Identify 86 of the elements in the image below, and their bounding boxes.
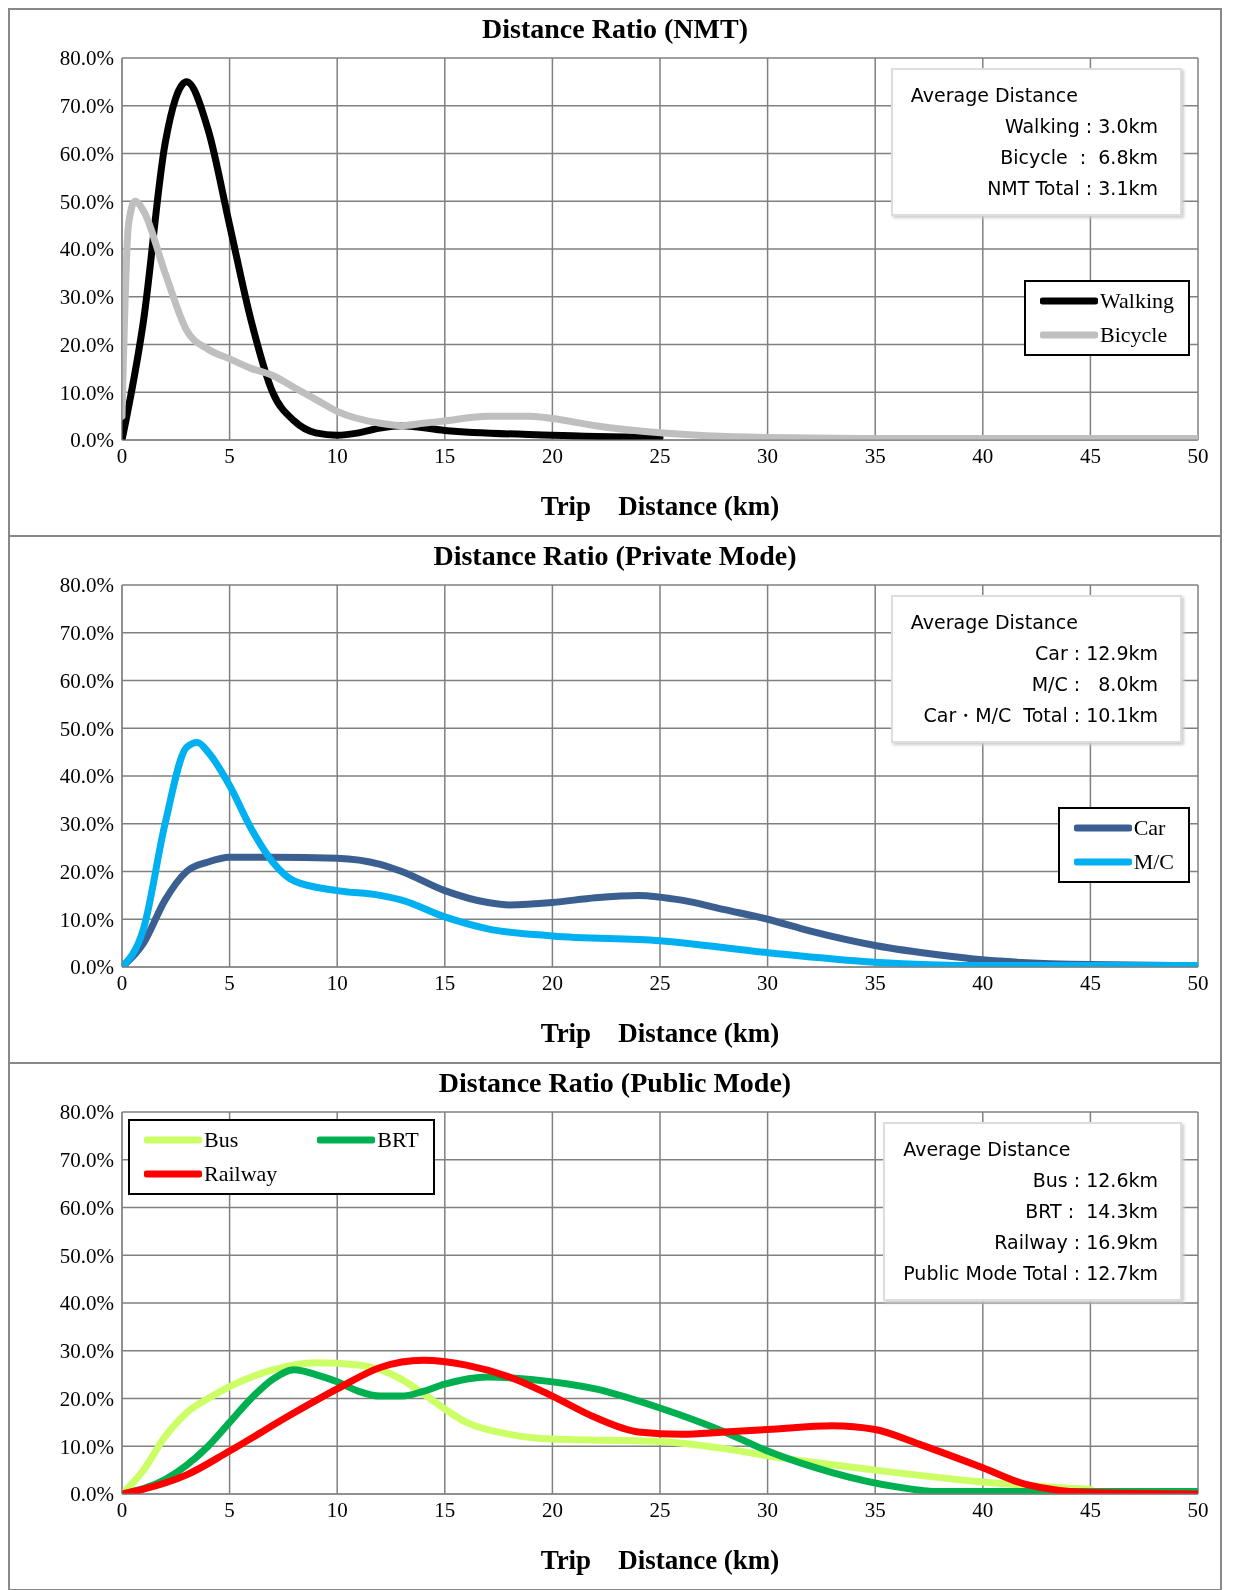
x-tick-label: 5 <box>224 443 235 468</box>
legend-label: Bus <box>204 1127 239 1153</box>
y-tick-label: 40.0% <box>59 1291 114 1316</box>
x-tick-label: 40 <box>972 970 994 995</box>
x-tick-label: 50 <box>1187 443 1209 468</box>
y-tick-label: 10.0% <box>59 380 114 405</box>
legend-label: Railway <box>204 1161 278 1187</box>
annotation: Bus : 12.6km <box>1031 1168 1159 1193</box>
legend-label: Walking <box>1100 288 1174 314</box>
y-tick-label: 50.0% <box>59 1243 114 1268</box>
y-tick-label: 80.0% <box>59 1100 114 1125</box>
y-tick-label: 60.0% <box>59 668 114 693</box>
y-tick-label: 40.0% <box>59 237 114 262</box>
x-tick-label: 0 <box>116 443 128 468</box>
y-tick-label: 10.0% <box>59 907 114 932</box>
x-tick-label: 35 <box>864 1497 886 1522</box>
y-tick-label: 70.0% <box>59 94 114 119</box>
x-tick-label: 50 <box>1187 970 1209 995</box>
x-tick-label: 15 <box>434 970 456 995</box>
x-tick-label: 30 <box>757 443 779 468</box>
x-tick-label: 0 <box>116 1497 128 1522</box>
x-tick-label: 20 <box>541 443 563 468</box>
x-tick-label: 40 <box>972 443 994 468</box>
legend-label: Car <box>1133 815 1166 841</box>
x-tick-label: 20 <box>541 970 563 995</box>
y-tick-label: 30.0% <box>59 285 114 310</box>
y-tick-label: 0.0% <box>70 955 114 980</box>
x-tick-label: 25 <box>649 1497 671 1522</box>
y-tick-label: 20.0% <box>59 332 114 357</box>
x-tick-label: 5 <box>224 1497 235 1522</box>
y-tick-label: 60.0% <box>59 141 114 166</box>
x-tick-label: 45 <box>1079 1497 1101 1522</box>
y-tick-label: 0.0% <box>70 428 114 453</box>
chart-title: Distance Ratio (NMT) <box>481 12 749 46</box>
x-tick-label: 30 <box>757 970 779 995</box>
x-tick-label: 50 <box>1187 1497 1209 1522</box>
x-axis-title: Trip Distance (km) <box>540 1545 780 1575</box>
x-tick-label: 5 <box>224 970 235 995</box>
annotation: Public Mode Total : 12.7km <box>903 1261 1159 1286</box>
x-tick-label: 35 <box>864 443 886 468</box>
annotation: Car : 12.9km <box>1033 641 1159 666</box>
x-tick-label: 45 <box>1079 970 1101 995</box>
x-tick-label: 25 <box>649 443 671 468</box>
x-tick-label: 35 <box>864 970 886 995</box>
x-tick-label: 10 <box>326 970 348 995</box>
x-tick-label: 15 <box>434 1497 456 1522</box>
x-axis-title: Trip Distance (km) <box>540 491 780 521</box>
y-tick-label: 40.0% <box>59 764 114 789</box>
annotation: Bicycle : 6.8km <box>999 145 1159 170</box>
y-tick-label: 50.0% <box>59 189 114 214</box>
y-tick-label: 30.0% <box>59 1339 114 1364</box>
y-tick-label: 10.0% <box>59 1434 114 1459</box>
y-tick-label: 20.0% <box>59 859 114 884</box>
x-tick-label: 45 <box>1079 443 1101 468</box>
y-tick-label: 80.0% <box>59 573 114 598</box>
x-tick-label: 20 <box>541 1497 563 1522</box>
x-axis-title: Trip Distance (km) <box>540 1018 780 1048</box>
y-tick-label: 30.0% <box>59 812 114 837</box>
annotation: Car・M/C Total : 10.1km <box>922 703 1159 728</box>
chart-title: Distance Ratio (Private Mode) <box>432 539 798 573</box>
x-tick-label: 15 <box>434 443 456 468</box>
x-tick-label: 10 <box>326 1497 348 1522</box>
y-tick-label: 60.0% <box>59 1195 114 1220</box>
y-tick-label: 70.0% <box>59 1148 114 1173</box>
annotation: Average Distance <box>910 83 1079 108</box>
annotation: Average Distance <box>903 1137 1072 1162</box>
annotation: Walking : 3.0km <box>1003 114 1159 139</box>
y-tick-label: 0.0% <box>70 1482 114 1507</box>
y-tick-label: 20.0% <box>59 1386 114 1411</box>
y-tick-label: 50.0% <box>59 716 114 741</box>
x-tick-label: 25 <box>649 970 671 995</box>
annotation: Average Distance <box>910 610 1079 635</box>
x-tick-label: 10 <box>326 443 348 468</box>
x-tick-label: 30 <box>757 1497 779 1522</box>
annotation: Railway : 16.9km <box>993 1230 1159 1255</box>
annotation: M/C : 8.0km <box>1030 672 1159 697</box>
legend-label: M/C <box>1133 849 1174 875</box>
y-tick-label: 70.0% <box>59 621 114 646</box>
annotation: NMT Total : 3.1km <box>986 176 1159 201</box>
chart-title: Distance Ratio (Public Mode) <box>437 1066 793 1100</box>
x-tick-label: 40 <box>972 1497 994 1522</box>
x-tick-label: 0 <box>116 970 128 995</box>
legend-label: Bicycle <box>1100 322 1168 348</box>
y-tick-label: 80.0% <box>59 46 114 71</box>
legend-label: BRT <box>377 1127 419 1153</box>
annotation: BRT : 14.3km <box>1024 1199 1159 1224</box>
